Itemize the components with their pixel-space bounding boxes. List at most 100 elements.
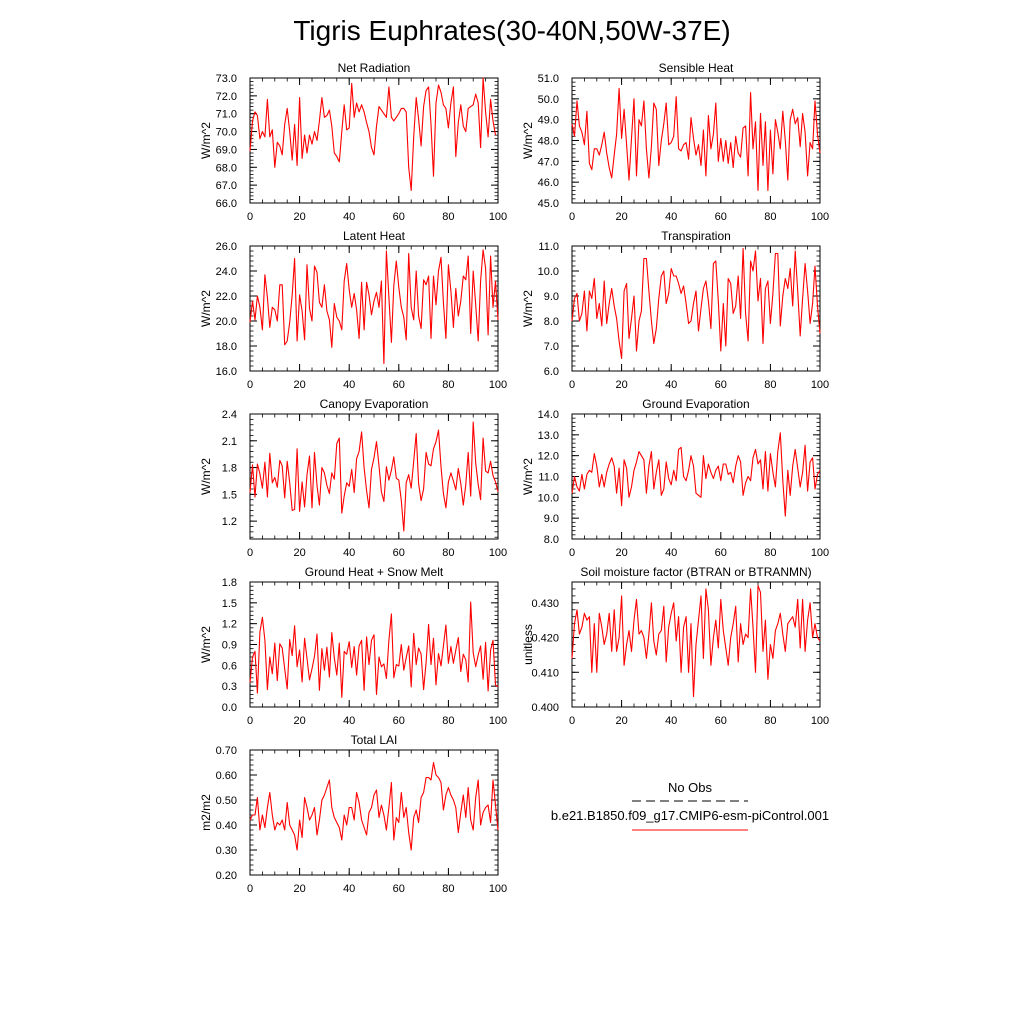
y-tick-label: 1.2: [222, 516, 237, 528]
panel-title: Canopy Evaporation: [320, 397, 429, 411]
y-tick-label: 20.0: [216, 316, 237, 328]
y-tick-label: 0.430: [531, 598, 559, 610]
y-tick-label: 0.30: [216, 845, 237, 857]
panel-canopy-evaporation: Canopy Evaporation W/m^2 0 20 40 60 80 100 1.2 1.…: [199, 397, 507, 559]
y-tick-label: 14.0: [538, 409, 559, 421]
y-axis-label: W/m^2: [521, 290, 535, 327]
x-tick-label: 20: [293, 715, 305, 727]
y-axis-label: W/m^2: [199, 122, 213, 159]
y-tick-label: 0.0: [222, 702, 237, 714]
x-tick-label: 0: [569, 547, 575, 559]
y-axis-label: W/m^2: [199, 458, 213, 495]
y-tick-label: 51.0: [538, 73, 559, 85]
y-tick-label: 0.400: [531, 702, 559, 714]
y-tick-label: 0.50: [216, 795, 237, 807]
x-tick-label: 0: [247, 715, 253, 727]
x-tick-label: 0: [247, 211, 253, 223]
y-tick-label: 24.0: [216, 266, 237, 278]
y-tick-label: 66.0: [216, 198, 237, 210]
y-axis-label: unitless: [521, 624, 535, 665]
y-tick-label: 0.3: [222, 681, 237, 693]
y-tick-label: 10.0: [538, 266, 559, 278]
panel-title: Ground Evaporation: [642, 397, 749, 411]
series-line-canopy-evaporation: [249, 421, 499, 532]
y-tick-label: 68.0: [216, 162, 237, 174]
y-axis-label: W/m^2: [521, 122, 535, 159]
x-tick-label: 0: [569, 211, 575, 223]
x-tick-label: 20: [293, 379, 305, 391]
y-axis-label: W/m^2: [199, 290, 213, 327]
panel-sensible-heat: Sensible Heat W/m^2 0 20 40 60 80 100 45.0 46.0 47…: [521, 61, 829, 223]
y-tick-label: 69.0: [216, 144, 237, 156]
series-line-transpiration: [571, 247, 821, 360]
y-tick-label: 26.0: [216, 241, 237, 253]
x-tick-label: 0: [247, 547, 253, 559]
x-tick-label: 40: [343, 547, 355, 559]
panel-ground-heat-snow-melt: Ground Heat + Snow Melt W/m^2 0 20 40 60 80 100…: [199, 565, 507, 727]
y-tick-label: 10.0: [538, 492, 559, 504]
y-tick-label: 1.8: [222, 463, 237, 475]
y-tick-label: 11.0: [538, 241, 559, 253]
x-tick-label: 60: [393, 379, 405, 391]
y-tick-label: 45.0: [538, 198, 559, 210]
y-tick-label: 13.0: [538, 430, 559, 442]
x-tick-label: 100: [489, 883, 507, 895]
panels: Net Radiation W/m^2 0 20 40 60 80 100 66.0 67.0 68…: [199, 61, 829, 895]
legend-obs-label: No Obs: [668, 780, 713, 795]
series-line-ground-heat-snow-melt: [249, 601, 499, 698]
y-tick-label: 18.0: [216, 341, 237, 353]
y-tick-label: 1.5: [222, 489, 237, 501]
x-tick-label: 80: [764, 547, 776, 559]
y-tick-label: 73.0: [216, 73, 237, 85]
x-tick-label: 80: [442, 883, 454, 895]
y-tick-label: 72.0: [216, 91, 237, 103]
series-line-soil-moisture-factor-btran-or-btranmn: [571, 584, 821, 698]
y-tick-label: 48.0: [538, 136, 559, 148]
y-tick-label: 9.0: [544, 513, 559, 525]
y-tick-label: 22.0: [216, 291, 237, 303]
x-tick-label: 60: [393, 715, 405, 727]
series-line-net-radiation: [249, 77, 497, 192]
x-tick-label: 0: [569, 715, 575, 727]
y-axis-label: m2/m2: [199, 794, 213, 831]
y-tick-label: 0.9: [222, 640, 237, 652]
series-line-sensible-heat: [571, 87, 821, 192]
x-tick-label: 100: [489, 379, 507, 391]
x-tick-label: 40: [665, 211, 677, 223]
x-tick-label: 60: [715, 211, 727, 223]
y-tick-label: 71.0: [216, 109, 237, 121]
x-tick-label: 40: [665, 715, 677, 727]
y-tick-label: 50.0: [538, 94, 559, 106]
panel-latent-heat: Latent Heat W/m^2 0 20 40 60 80 100 16.0 18.0 20.0…: [199, 229, 507, 391]
y-tick-label: 46.0: [538, 177, 559, 189]
x-tick-label: 40: [665, 379, 677, 391]
x-tick-label: 60: [393, 211, 405, 223]
y-tick-label: 0.420: [531, 633, 559, 645]
y-tick-label: 6.0: [544, 366, 559, 378]
y-tick-label: 8.0: [544, 316, 559, 328]
x-tick-label: 20: [615, 715, 627, 727]
y-tick-label: 49.0: [538, 115, 559, 127]
series-line-ground-evaporation: [571, 432, 821, 517]
x-tick-label: 20: [293, 883, 305, 895]
panel-title: Soil moisture factor (BTRAN or BTRANMN): [580, 565, 811, 579]
y-tick-label: 0.6: [222, 660, 237, 672]
y-tick-label: 16.0: [216, 366, 237, 378]
y-tick-label: 9.0: [544, 291, 559, 303]
y-tick-label: 1.2: [222, 619, 237, 631]
panel-title: Sensible Heat: [659, 61, 734, 75]
x-tick-label: 60: [715, 715, 727, 727]
x-tick-label: 100: [489, 211, 507, 223]
legend: No Obs b.e21.B1850.f09_g17.CMIP6-esm-piC…: [551, 780, 829, 831]
x-tick-label: 100: [489, 547, 507, 559]
y-tick-label: 8.0: [544, 534, 559, 546]
x-tick-label: 100: [811, 715, 829, 727]
y-tick-label: 70.0: [216, 127, 237, 139]
y-tick-label: 0.20: [216, 870, 237, 882]
x-tick-label: 80: [442, 379, 454, 391]
x-tick-label: 80: [764, 379, 776, 391]
x-tick-label: 80: [764, 715, 776, 727]
panel-title: Total LAI: [351, 733, 398, 747]
